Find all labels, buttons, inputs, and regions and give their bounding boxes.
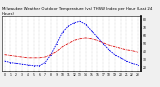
Text: Milwaukee Weather Outdoor Temperature (vs) THSW Index per Hour (Last 24 Hours): Milwaukee Weather Outdoor Temperature (v…	[2, 7, 152, 16]
